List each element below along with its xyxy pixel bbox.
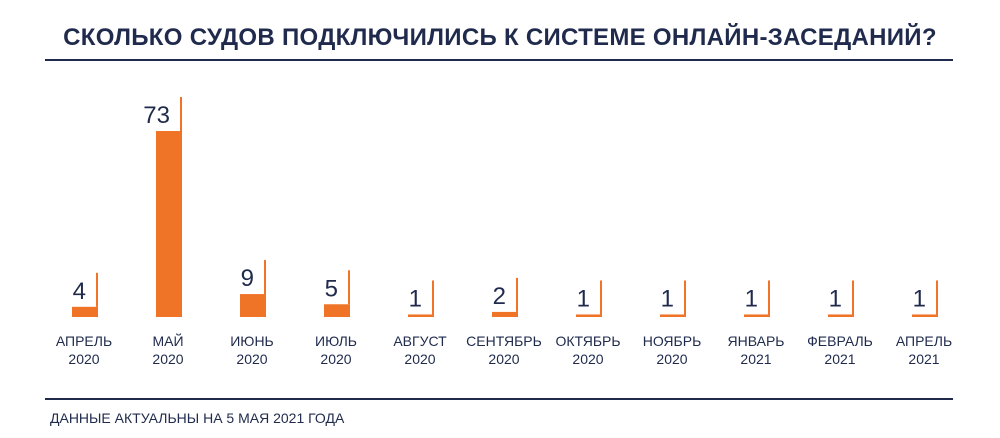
bar <box>660 314 686 317</box>
category-label: ИЮНЬ <box>230 333 274 349</box>
bar <box>492 311 518 317</box>
category-label: АВГУСТ <box>393 333 447 349</box>
bar <box>828 314 854 317</box>
category-year-label: 2020 <box>236 351 267 367</box>
data-label: 1 <box>577 285 590 312</box>
data-label: 1 <box>913 285 926 312</box>
category-year-label: 2020 <box>572 351 603 367</box>
data-label: 1 <box>661 285 674 312</box>
data-label: 9 <box>241 265 254 292</box>
category-year-label: 2020 <box>68 351 99 367</box>
category-year-label: 2021 <box>740 351 771 367</box>
category-year-label: 2020 <box>404 351 435 367</box>
bottom-divider <box>45 398 953 400</box>
category-label: МАЙ <box>152 332 183 349</box>
top-divider <box>45 59 953 61</box>
bar <box>324 304 350 317</box>
bar <box>576 314 602 317</box>
data-label: 4 <box>73 278 86 305</box>
bar <box>408 314 434 317</box>
category-year-label: 2021 <box>824 351 855 367</box>
bar <box>72 306 98 317</box>
category-label: ИЮЛЬ <box>315 333 357 349</box>
category-year-label: 2020 <box>320 351 351 367</box>
category-label: ФЕВРАЛЬ <box>807 333 873 349</box>
category-year-label: 2020 <box>656 351 687 367</box>
chart-title: СКОЛЬКО СУДОВ ПОДКЛЮЧИЛИСЬ К СИСТЕМЕ ОНЛ… <box>63 24 937 51</box>
bar <box>240 294 266 317</box>
category-label: АПРЕЛЬ <box>896 333 952 349</box>
data-label: 5 <box>325 275 338 302</box>
category-label: ЯНВАРЬ <box>728 333 785 349</box>
data-label: 73 <box>143 102 170 129</box>
bar-chart: 4 АПРЕЛЬ 2020 73 МАЙ 2020 9 ИЮНЬ 2020 5 ИЮЛЬ 2020 1 А… <box>56 97 952 367</box>
category-label: НОЯБРЬ <box>643 333 702 349</box>
category-label: ОКТЯБРЬ <box>555 333 620 349</box>
category-year-label: 2020 <box>152 351 183 367</box>
data-note: ДАННЫЕ АКТУАЛЬНЫ НА 5 МАЯ 2021 ГОДА <box>50 410 345 426</box>
bar <box>912 314 938 317</box>
category-year-label: 2021 <box>908 351 939 367</box>
bar <box>744 314 770 317</box>
category-year-label: 2020 <box>488 351 519 367</box>
data-label: 1 <box>409 285 422 312</box>
data-label: 2 <box>493 283 506 310</box>
category-label: СЕНТЯБРЬ <box>466 333 542 349</box>
bar <box>156 131 182 317</box>
data-label: 1 <box>745 285 758 312</box>
category-label: АПРЕЛЬ <box>56 333 112 349</box>
data-label: 1 <box>829 285 842 312</box>
